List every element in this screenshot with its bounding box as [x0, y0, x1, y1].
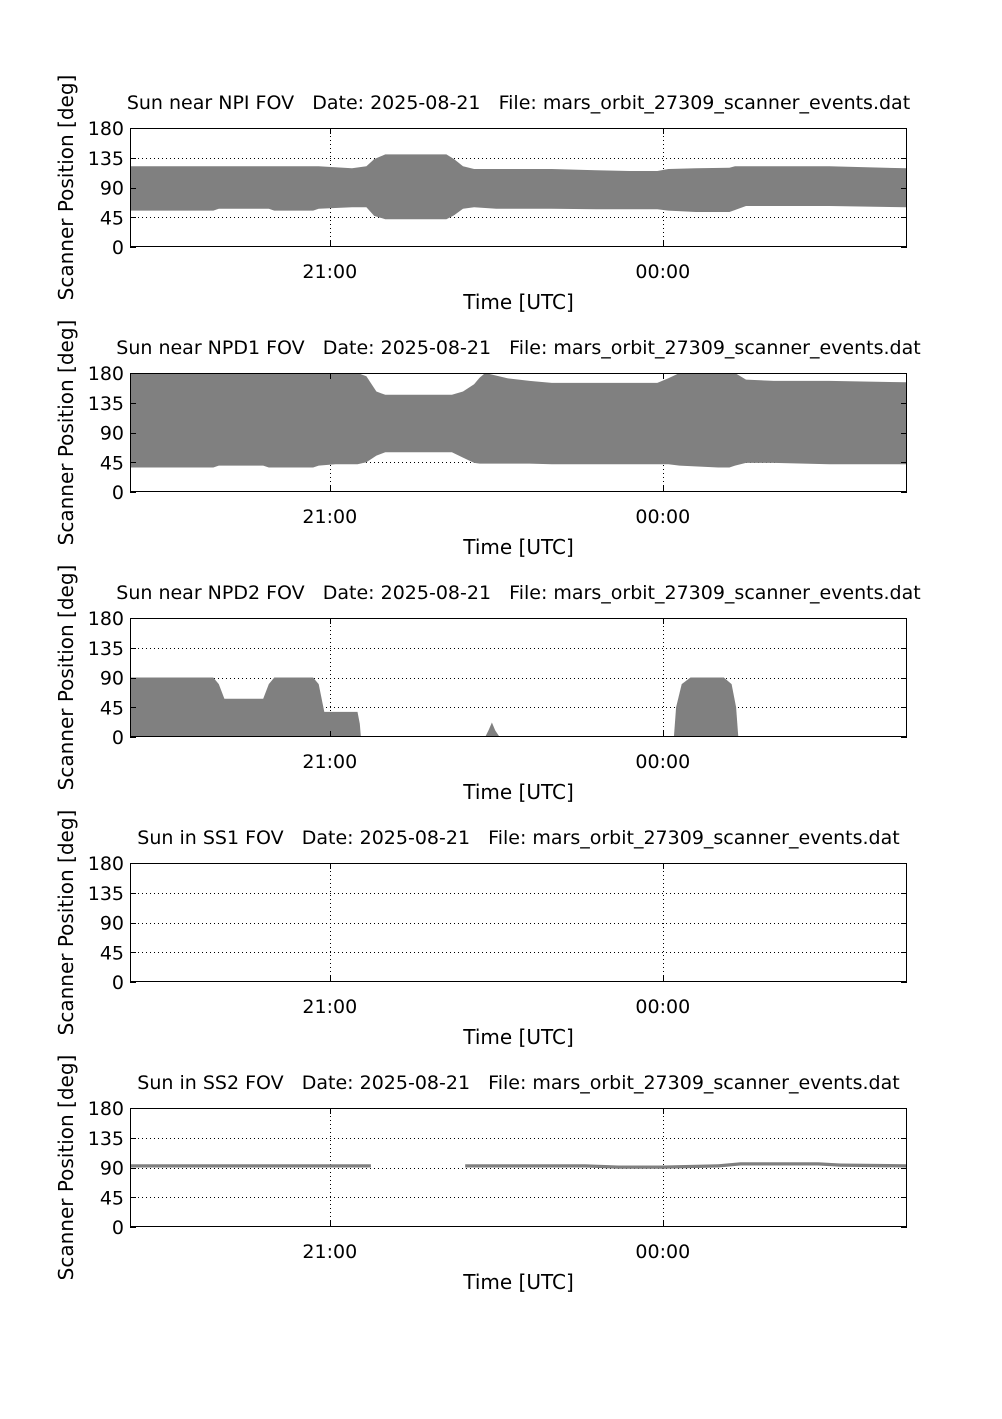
y-tick-label: 180	[88, 363, 124, 385]
tick-marks	[130, 863, 907, 983]
scanner-fill-segment	[673, 677, 739, 737]
scanner-fill-segment	[485, 722, 500, 737]
y-tick-label: 180	[88, 1098, 124, 1120]
x-axis-label: Time [UTC]	[462, 1270, 574, 1294]
chart-title: Sun near NPI FOV Date: 2025-08-21 File: …	[127, 92, 910, 114]
scanner-fill-segment	[130, 677, 361, 737]
y-tick-label: 0	[112, 972, 124, 994]
y-axis-label: Scanner Position [deg]	[54, 75, 78, 301]
y-tick-label: 45	[100, 452, 124, 474]
x-tick-label: 21:00	[302, 1241, 357, 1263]
chart-panel-3: 0 45 90 135 180 21:00 00:00 Time [UTC] Scanner P…	[54, 565, 921, 804]
chart-title: Sun in SS2 FOV Date: 2025-08-21 File: ma…	[137, 1072, 899, 1094]
x-tick-label: 21:00	[302, 506, 357, 528]
axes-box	[130, 863, 907, 982]
y-tick-label: 45	[100, 697, 124, 719]
y-tick-label: 45	[100, 942, 124, 964]
y-tick-label: 135	[88, 883, 124, 905]
chart-panel-5: 0 45 90 135 180 21:00 00:00 Time [UTC] Scanner P…	[54, 1055, 907, 1294]
y-axis-label: Scanner Position [deg]	[54, 320, 78, 546]
x-tick-label: 21:00	[302, 261, 357, 283]
x-tick-label: 00:00	[635, 261, 690, 283]
x-axis-label: Time [UTC]	[462, 535, 574, 559]
tick-marks	[130, 373, 907, 493]
y-tick-label: 90	[100, 1158, 124, 1180]
plot-area	[130, 863, 907, 982]
y-tick-label: 90	[100, 178, 124, 200]
y-tick-label: 90	[100, 668, 124, 690]
grid	[130, 863, 907, 982]
x-axis-label: Time [UTC]	[462, 780, 574, 804]
x-tick-label: 00:00	[635, 751, 690, 773]
y-tick-label: 0	[112, 482, 124, 504]
y-tick-label: 0	[112, 1217, 124, 1239]
axes-box	[130, 1108, 907, 1227]
y-tick-label: 135	[88, 638, 124, 660]
y-tick-label: 0	[112, 727, 124, 749]
y-tick-label: 45	[100, 207, 124, 229]
y-axis-label: Scanner Position [deg]	[54, 1055, 78, 1281]
x-axis-label: Time [UTC]	[462, 290, 574, 314]
x-tick-label: 00:00	[635, 1241, 690, 1263]
grid	[130, 1108, 907, 1227]
y-tick-label: 90	[100, 423, 124, 445]
tick-marks	[130, 1108, 907, 1228]
x-tick-label: 00:00	[635, 996, 690, 1018]
x-tick-label: 21:00	[302, 996, 357, 1018]
y-tick-label: 180	[88, 608, 124, 630]
y-tick-label: 180	[88, 853, 124, 875]
axes-box	[130, 373, 907, 492]
y-tick-label: 90	[100, 913, 124, 935]
y-tick-label: 0	[112, 237, 124, 259]
x-tick-label: 21:00	[302, 751, 357, 773]
y-tick-label: 45	[100, 1187, 124, 1209]
y-tick-label: 180	[88, 118, 124, 140]
axes-box	[130, 128, 907, 247]
chart-panel-4: 0 45 90 135 180 21:00 00:00 Time [UTC] Scanner P…	[54, 810, 907, 1049]
y-tick-label: 135	[88, 1128, 124, 1150]
scanner-fill-segment	[465, 1162, 907, 1169]
chart-panel-2: 0 45 90 135 180 21:00 00:00 Time [UTC] Scanner P…	[54, 320, 921, 559]
chart-panel-1: 0 45 90 135 180 21:00 00:00 Time [UTC] Scanner P…	[54, 75, 910, 314]
chart-title: Sun in SS1 FOV Date: 2025-08-21 File: ma…	[137, 827, 899, 849]
scanner-fill-segment	[130, 1164, 371, 1168]
x-tick-label: 00:00	[635, 506, 690, 528]
x-axis-label: Time [UTC]	[462, 1025, 574, 1049]
y-axis-label: Scanner Position [deg]	[54, 565, 78, 791]
y-tick-label: 135	[88, 148, 124, 170]
y-tick-label: 135	[88, 393, 124, 415]
y-axis-label: Scanner Position [deg]	[54, 810, 78, 1036]
chart-title: Sun near NPD2 FOV Date: 2025-08-21 File:…	[116, 582, 920, 604]
scanner-fill-segment	[130, 154, 907, 220]
tick-marks	[130, 128, 907, 248]
chart-title: Sun near NPD1 FOV Date: 2025-08-21 File:…	[116, 337, 920, 359]
axes-box	[130, 618, 907, 737]
grid	[130, 618, 907, 737]
tick-marks	[130, 618, 907, 738]
scanner-fill-segment	[130, 373, 907, 468]
